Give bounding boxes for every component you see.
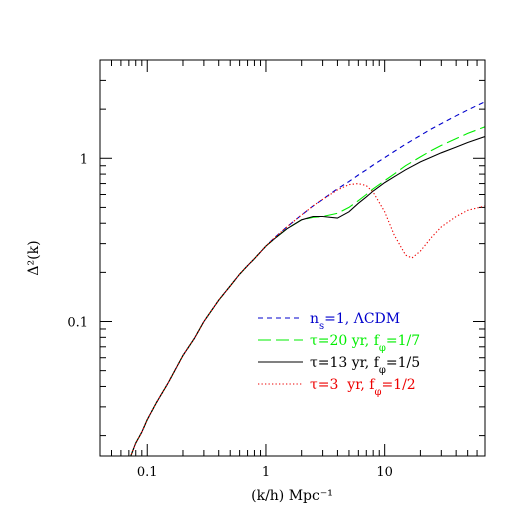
legend-label-4: τ=3 yr, fφ=1/2 bbox=[310, 377, 416, 398]
plot-frame bbox=[99, 59, 486, 457]
x-axis-label: (k/h) Mpc⁻¹ bbox=[251, 488, 333, 504]
series-line-4 bbox=[130, 183, 485, 456]
legend-label-3: τ=13 yr, fφ=1/5 bbox=[310, 355, 420, 376]
series-line-1 bbox=[130, 101, 485, 456]
y-tick-label: 1 bbox=[80, 152, 88, 167]
series-layer bbox=[130, 101, 485, 456]
ticks-layer bbox=[99, 59, 486, 456]
legend-label-1: ns=1, ΛCDM bbox=[310, 311, 400, 332]
x-tick-label: 10 bbox=[376, 465, 393, 480]
tick-labels-layer: 0.1 1 10 0.1 1 bbox=[67, 152, 393, 480]
x-tick-label: 1 bbox=[262, 465, 270, 480]
y-tick-label: 0.1 bbox=[67, 316, 88, 331]
series-line-3 bbox=[130, 135, 485, 456]
series-line-2 bbox=[130, 126, 485, 456]
y-axis-label: Δ²(k) bbox=[26, 240, 42, 275]
x-tick-label: 0.1 bbox=[137, 465, 158, 480]
legend-label-2: τ=20 yr, fφ=1/7 bbox=[310, 333, 420, 354]
